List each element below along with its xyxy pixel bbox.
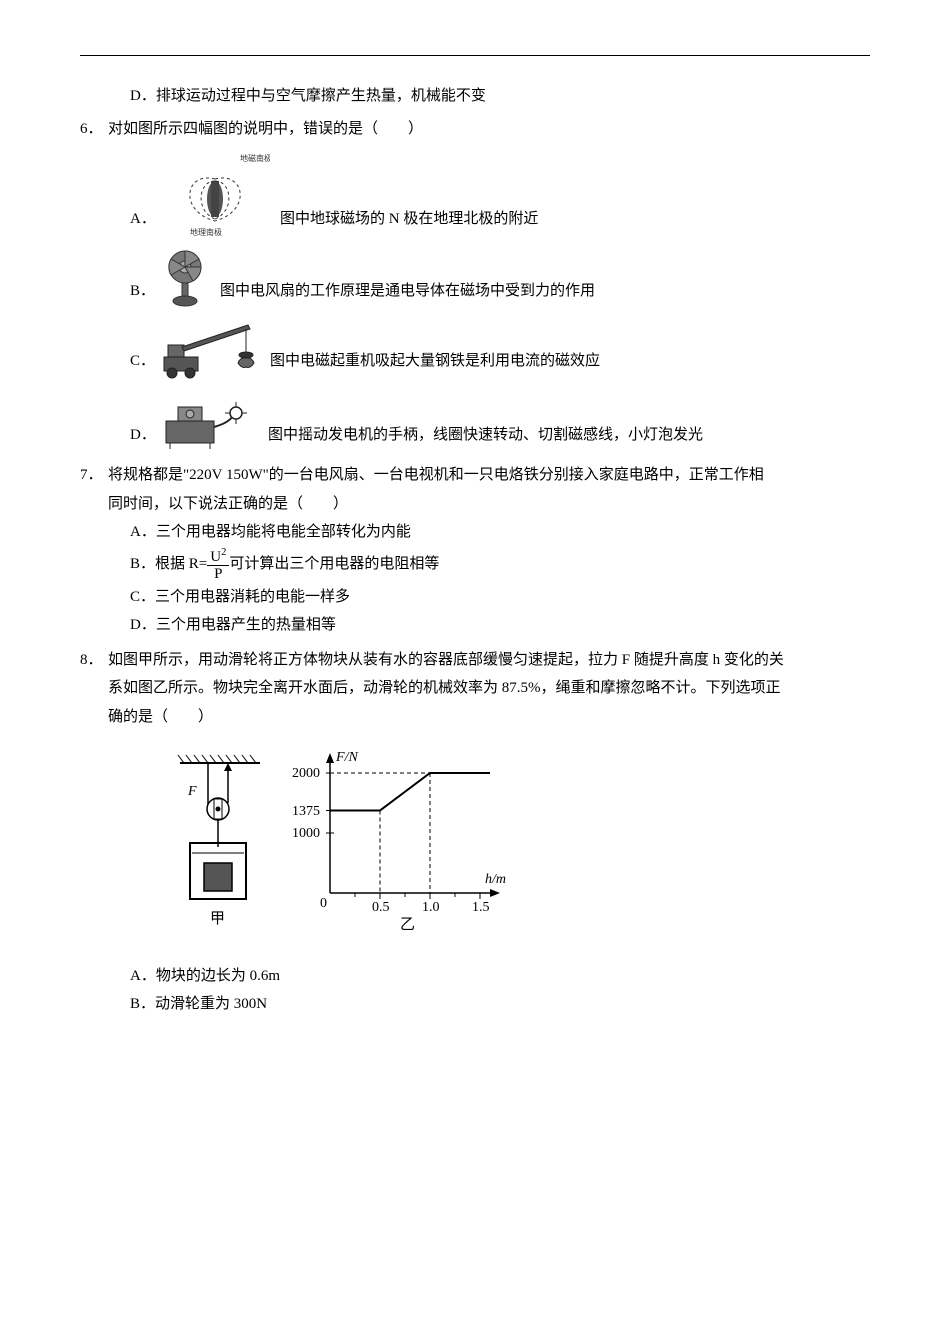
formula-fraction: U2 P xyxy=(207,547,229,583)
question-stem: 对如图所示四幅图的说明中，错误的是（ ） xyxy=(108,115,423,144)
q8-option-b: B．动滑轮重为 300N xyxy=(130,990,870,1019)
question-stem-line2: 系如图乙所示。物块完全离开水面后，动滑轮的机械效率为 87.5%，绳重和摩擦忽略… xyxy=(108,674,870,703)
x-axis-label: h/m xyxy=(485,872,506,887)
option-letter: B． xyxy=(130,550,155,579)
q7-header: 7． 将规格都是"220V 150W"的一台电风扇、一台电视机和一只电烙铁分别接… xyxy=(80,461,870,490)
x-tick-15: 1.5 xyxy=(472,900,490,915)
y-tick-1000: 1000 xyxy=(292,826,320,841)
option-letter: A． xyxy=(130,205,160,238)
q6-option-b: B． 图中电风扇的工作原理是通电导体在磁场中受到力的作用 xyxy=(130,245,870,309)
question-stem-line1: 如图甲所示，用动滑轮将正方体物块从装有水的容器底部缓慢匀速提起，拉力 F 随提升… xyxy=(108,646,784,675)
q6-header: 6． 对如图所示四幅图的说明中，错误的是（ ） xyxy=(80,115,870,144)
question-number: 6． xyxy=(80,115,108,144)
q8-option-a: A．物块的边长为 0.6m xyxy=(130,962,870,991)
q5-option-d: D．排球运动过程中与空气摩擦产生热量，机械能不变 xyxy=(130,82,870,111)
x-tick-10: 1.0 xyxy=(422,900,440,915)
option-caption: 图中地球磁场的 N 极在地理北极的附近 xyxy=(280,205,538,238)
question-stem-line1: 将规格都是"220V 150W"的一台电风扇、一台电视机和一只电烙铁分别接入家庭… xyxy=(108,461,764,490)
y-tick-0: 0 xyxy=(320,896,327,911)
option-text: 三个用电器产生的热量相等 xyxy=(156,617,336,633)
q7-option-c: C．三个用电器消耗的电能一样多 xyxy=(130,583,870,612)
formula-exp: 2 xyxy=(221,547,226,558)
top-rule xyxy=(80,55,870,56)
formula-var: P xyxy=(214,566,222,583)
stem-part: 将规格都是 xyxy=(108,467,183,483)
device-rating: "220V 150W" xyxy=(183,467,269,483)
figure-crane xyxy=(160,317,260,379)
figure-caption-right: 乙 xyxy=(400,917,415,933)
figure-fan xyxy=(160,245,210,309)
q7-option-d: D．三个用电器产生的热量相等 xyxy=(130,611,870,640)
option-text: 动滑轮重为 300N xyxy=(155,996,267,1012)
option-letter: B． xyxy=(130,277,160,310)
question-stem-line3: 确的是（ ） xyxy=(108,703,870,732)
option-letter: B． xyxy=(130,990,155,1019)
formula-var: U xyxy=(210,549,221,565)
option-text: 三个用电器消耗的电能一样多 xyxy=(155,589,350,605)
option-letter: D． xyxy=(130,421,160,454)
option-text: 三个用电器均能将电能全部转化为内能 xyxy=(156,524,411,540)
question-number: 8． xyxy=(80,646,108,675)
q6-option-c: C． 图中电磁起重机吸起大量钢铁是利用电流的磁效应 xyxy=(130,317,870,379)
stem-part: 的一台电风扇、一台电视机和一只电烙铁分别接入家庭电路中，正常工作相 xyxy=(269,467,764,483)
q6-option-a: A． 地磁南极 地理南极 图中地球磁场的 N 极在地理北极的附近 xyxy=(130,151,870,237)
exam-page: D．排球运动过程中与空气摩擦产生热量，机械能不变 6． 对如图所示四幅图的说明中… xyxy=(0,0,950,1344)
figure-generator xyxy=(160,387,258,453)
figure-label-top: 地磁南极 xyxy=(240,153,270,163)
figure-chart: F/N h/m 2000 1375 1000 0 xyxy=(292,750,506,933)
option-text-post: 可计算出三个用电器的电阻相等 xyxy=(229,550,439,579)
option-letter: C． xyxy=(130,583,155,612)
y-tick-1375: 1375 xyxy=(292,804,320,819)
option-text-pre: 根据 R= xyxy=(155,550,207,579)
option-letter: A． xyxy=(130,518,156,547)
q8-header: 8． 如图甲所示，用动滑轮将正方体物块从装有水的容器底部缓慢匀速提起，拉力 F … xyxy=(80,646,870,675)
option-text: 物块的边长为 0.6m xyxy=(156,968,280,984)
option-letter: A． xyxy=(130,962,156,991)
figure-caption-left: 甲 xyxy=(210,911,225,927)
x-tick-05: 0.5 xyxy=(372,900,390,915)
option-caption: 图中电磁起重机吸起大量钢铁是利用电流的磁效应 xyxy=(270,347,600,380)
option-caption: 图中摇动发电机的手柄，线圈快速转动、切割磁感线，小灯泡发光 xyxy=(268,421,703,454)
question-number: 7． xyxy=(80,461,108,490)
q7-option-a: A．三个用电器均能将电能全部转化为内能 xyxy=(130,518,870,547)
q6-option-d: D． 图中摇动发电机的手柄，线圈快速转动、切割磁感线，小灯泡发光 xyxy=(130,387,870,453)
figure-pulley: F 甲 xyxy=(178,755,260,927)
q7-option-b: B． 根据 R= U2 P 可计算出三个用电器的电阻相等 xyxy=(130,547,870,583)
y-tick-2000: 2000 xyxy=(292,766,320,781)
option-letter: C． xyxy=(130,347,160,380)
figure-label-bottom: 地理南极 xyxy=(190,227,222,237)
question-stem-line2: 同时间，以下说法正确的是（ ） xyxy=(108,490,870,519)
y-axis-label: F/N xyxy=(335,750,358,765)
option-letter: D． xyxy=(130,82,156,111)
force-label: F xyxy=(187,784,197,799)
option-text: 排球运动过程中与空气摩擦产生热量，机械能不变 xyxy=(156,88,486,104)
q8-figure: F 甲 xyxy=(170,743,870,954)
figure-earth-magnetic: 地磁南极 地理南极 xyxy=(160,151,270,237)
option-letter: D． xyxy=(130,611,156,640)
option-caption: 图中电风扇的工作原理是通电导体在磁场中受到力的作用 xyxy=(220,277,595,310)
